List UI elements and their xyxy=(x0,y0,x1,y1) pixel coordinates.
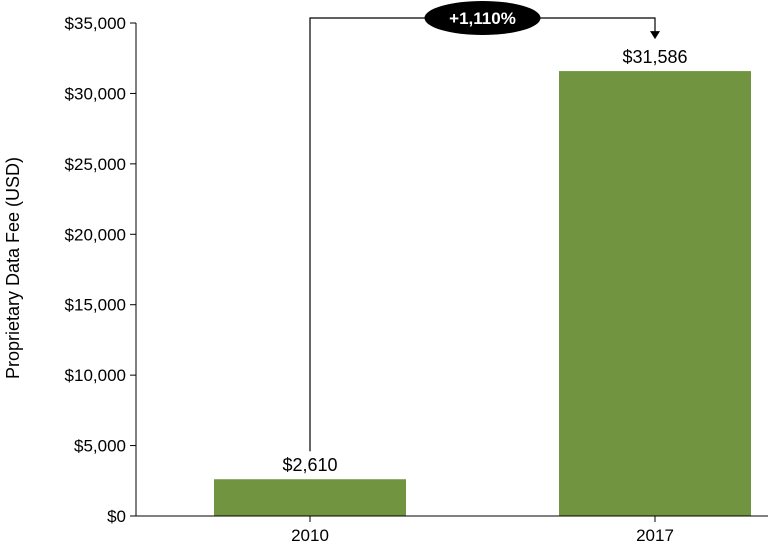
bar-2010 xyxy=(214,479,406,516)
y-tick-label: $25,000 xyxy=(65,155,126,174)
y-tick-label: $35,000 xyxy=(65,14,126,33)
category-label-2010: 2010 xyxy=(291,526,329,543)
y-axis-title: Proprietary Data Fee (USD) xyxy=(3,157,23,379)
growth-annotation: +1,110% xyxy=(309,1,660,452)
data-label-2010: $2,610 xyxy=(282,455,337,475)
y-tick-label: $0 xyxy=(107,507,126,526)
growth-badge xyxy=(424,1,541,35)
category-labels: 2010 2017 xyxy=(291,516,674,545)
growth-arrowhead xyxy=(650,31,660,40)
y-tick-label: $5,000 xyxy=(74,437,126,456)
y-tick-label: $15,000 xyxy=(65,296,126,315)
y-tick-label: $10,000 xyxy=(65,366,126,385)
data-label-2017: $31,586 xyxy=(622,47,687,67)
bars xyxy=(214,71,751,517)
growth-badge-label: +1,110% xyxy=(449,9,516,28)
y-tick-label: $30,000 xyxy=(65,84,126,103)
y-tick-label: $20,000 xyxy=(65,225,126,244)
data-labels: $2,610 $31,586 xyxy=(282,47,687,475)
category-label-2017: 2017 xyxy=(636,526,674,543)
bar-2017 xyxy=(559,71,751,517)
y-axis-ticks: $0 $5,000 $10,000 $15,000 $20,000 $25,000 $30,… xyxy=(65,14,136,526)
